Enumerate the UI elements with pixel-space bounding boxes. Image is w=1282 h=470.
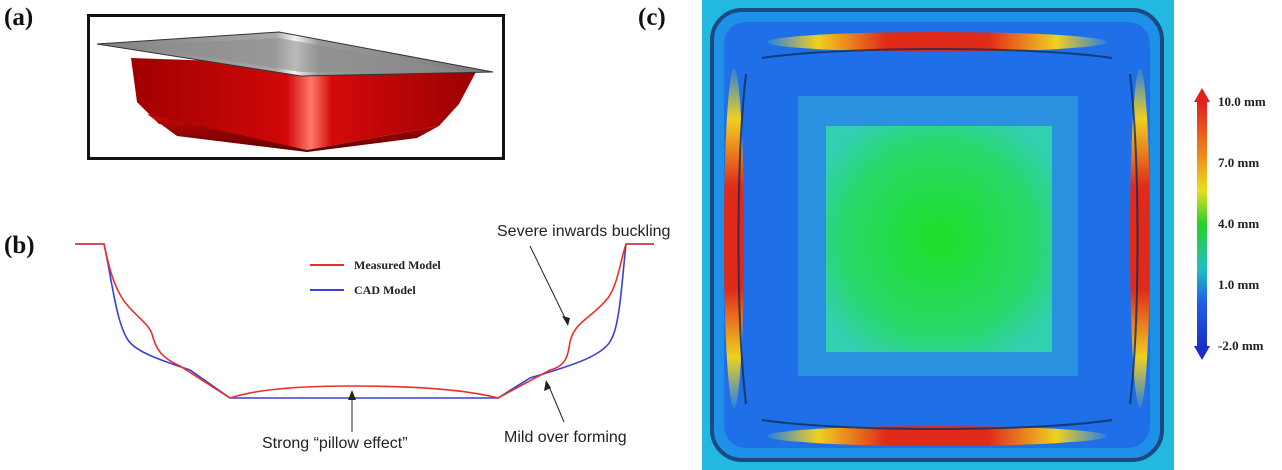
- hot-band-left: [724, 68, 744, 408]
- colorbar-tick-label: 1.0 mm: [1218, 277, 1259, 292]
- colorbar-tick-label: 10.0 mm: [1218, 94, 1266, 109]
- hot-band-right: [1130, 68, 1150, 408]
- deviation-heatmap: [702, 0, 1174, 470]
- colorbar-tick-label: 4.0 mm: [1218, 216, 1259, 231]
- annotation-buckling: Severe inwards buckling: [497, 223, 670, 240]
- panel-label-b: (b): [4, 232, 35, 259]
- annotation-overforming: Mild over forming: [504, 429, 627, 446]
- tray-cavity: [131, 38, 467, 72]
- cad-model-profile: [75, 243, 654, 399]
- heatmap-bottom: [826, 126, 1052, 352]
- annotation-pillow: Strong “pillow effect”: [262, 435, 408, 452]
- colorbar-gradient: [1197, 102, 1207, 346]
- colorbar: 10.0 mm 7.0 mm 4.0 mm 1.0 mm -2.0 mm: [1194, 88, 1266, 360]
- tray-3d-render: [87, 14, 505, 160]
- tray-body: [131, 58, 477, 150]
- arrowhead-overforming: [544, 380, 551, 391]
- arrowhead-buckling: [562, 316, 570, 326]
- arrowhead-pillow: [348, 390, 356, 400]
- panel-label-a: (a): [4, 4, 34, 31]
- legend-label-cad: CAD Model: [354, 283, 416, 297]
- tray-bottom: [147, 114, 439, 152]
- colorbar-tick-label: 7.0 mm: [1218, 155, 1259, 170]
- measured-model-profile: [75, 243, 654, 399]
- profile-cross-section-chart: Measured Model CAD Model Severe inwards …: [75, 223, 670, 452]
- colorbar-tick-label: -2.0 mm: [1218, 338, 1264, 353]
- legend-label-measured: Measured Model: [354, 258, 441, 272]
- panel-label-c: (c): [638, 4, 666, 31]
- arrow-buckling: [529, 245, 569, 325]
- hot-band-top: [767, 32, 1107, 52]
- colorbar-arrow-bottom: [1194, 346, 1210, 360]
- arrow-overforming: [547, 383, 565, 423]
- colorbar-arrow-top: [1194, 88, 1210, 102]
- wrinkle-lines: [737, 48, 1139, 430]
- hot-band-bottom: [767, 426, 1107, 446]
